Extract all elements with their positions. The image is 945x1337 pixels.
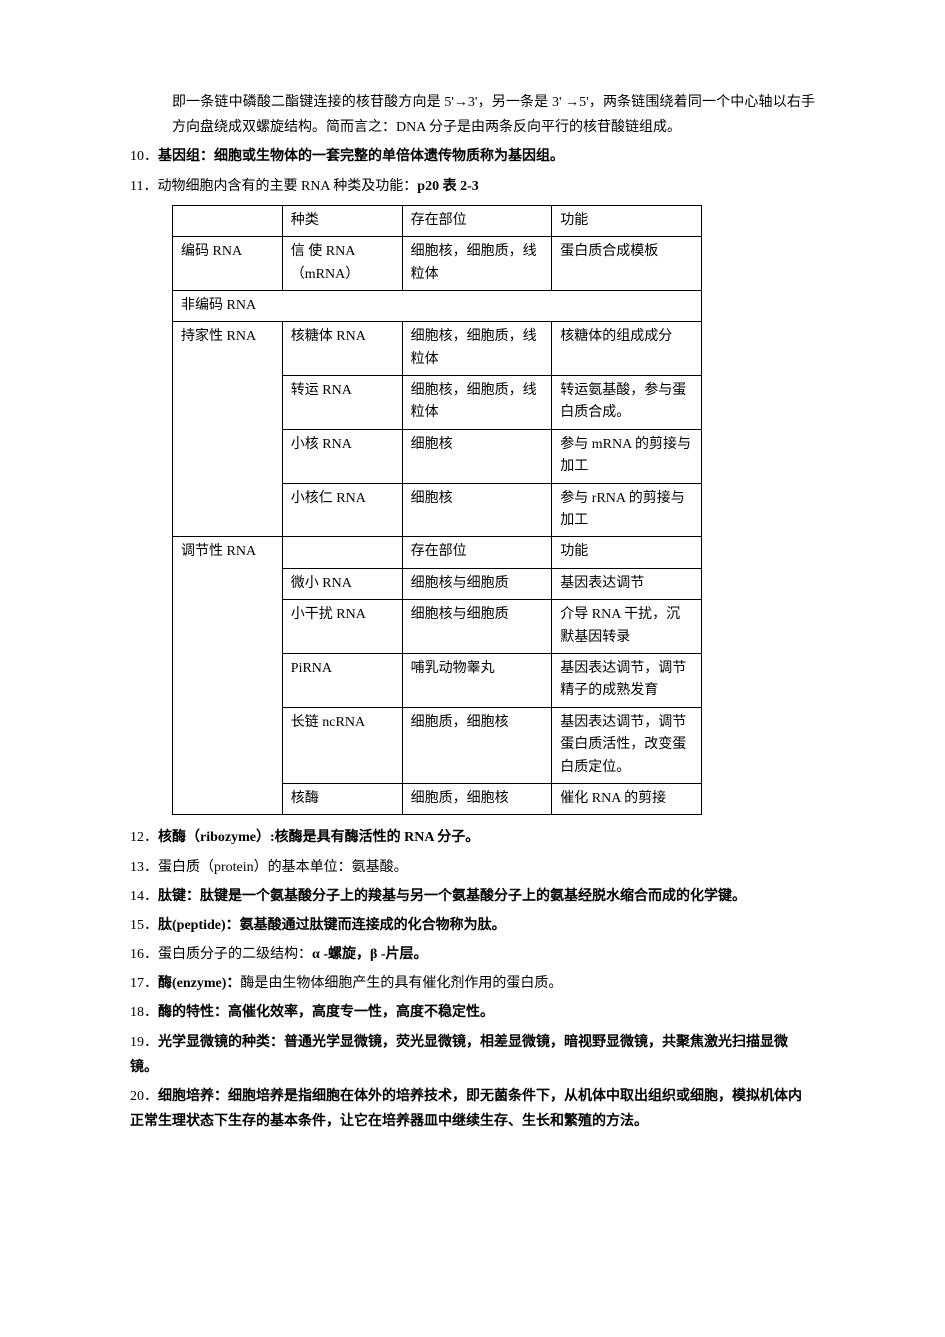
item-18-num: 18． [130,1000,158,1025]
cell-c4: 参与 rRNA 的剪接与加工 [552,483,702,537]
cell-c3: 哺乳动物睾丸 [402,654,552,708]
item-17-num: 17． [130,971,158,996]
cell-c4: 参与 mRNA 的剪接与加工 [552,429,702,483]
cell-c3: 细胞核，细胞质，线粒体 [402,322,552,376]
cell-c2: 微小 RNA [282,568,402,599]
item-14-text: 肽键是一个氨基酸分子上的羧基与另一个氨基酸分子上的氨基经脱水缩合而成的化学键。 [200,889,746,904]
cell-c4: 催化 RNA 的剪接 [552,783,702,814]
item-15-label: 肽(peptide)： [158,918,240,933]
cell-c2: 小核仁 RNA [282,483,402,537]
cell-c2: 信 使 RNA（mRNA） [282,237,402,291]
cell-c3: 细胞核与细胞质 [402,600,552,654]
cell-c2: 转运 RNA [282,376,402,430]
cell-c2: 长链 ncRNA [282,707,402,783]
item-14-label: 肽键： [158,889,200,904]
item-16: 16．蛋白质分子的二级结构：α -螺旋，β -片层。 [130,942,815,967]
cell-c4: 核糖体的组成成分 [552,322,702,376]
cell-c4: 基因表达调节，调节蛋白质活性，改变蛋白质定位。 [552,707,702,783]
cell-c2: 小干扰 RNA [282,600,402,654]
item-14-num: 14． [130,884,158,909]
item-19-label: 光学显微镜的种类： [158,1035,284,1050]
cell-c2: 核酶 [282,783,402,814]
item-11-text: 动物细胞内含有的主要 RNA 种类及功能： [157,179,417,194]
item-14: 14．肽键：肽键是一个氨基酸分子上的羧基与另一个氨基酸分子上的氨基经脱水缩合而成… [130,884,815,909]
header-c2: 种类 [282,205,402,236]
cell-c4: 蛋白质合成模板 [552,237,702,291]
cell-c3: 细胞核 [402,483,552,537]
cell-c4: 功能 [552,537,702,568]
item-17: 17．酶(enzyme)：酶是由生物体细胞产生的具有催化剂作用的蛋白质。 [130,971,815,996]
item-12-num: 12． [130,825,158,850]
intro-paragraph: 即一条链中磷酸二酯键连接的核苷酸方向是 5'→3'，另一条是 3' →5'，两条… [130,90,815,140]
item-11: 11．动物细胞内含有的主要 RNA 种类及功能：p20 表 2-3 [130,174,815,199]
cell-c4: 基因表达调节，调节精子的成熟发育 [552,654,702,708]
item-19: 19．光学显微镜的种类：普通光学显微镜，荧光显微镜，相差显微镜，暗视野显微镜，共… [130,1030,815,1080]
cell-c3: 存在部位 [402,537,552,568]
table-row-section: 非编码 RNA [173,290,702,321]
cell-c3: 细胞质，细胞核 [402,783,552,814]
cell-section: 非编码 RNA [173,290,702,321]
item-11-num: 11． [130,174,157,199]
item-16-text: 蛋白质分子的二级结构： [158,947,312,962]
item-15-num: 15． [130,913,158,938]
item-18-text: 高催化效率，高度专一性，高度不稳定性。 [228,1005,494,1020]
cell-c3: 细胞核，细胞质，线粒体 [402,376,552,430]
item-12-label: 核酶（ribozyme）: [158,830,275,845]
cell-c1: 持家性 RNA [173,322,283,537]
item-16-bold: α -螺旋，β -片层。 [312,947,428,962]
item-17-text: 酶是由生物体细胞产生的具有催化剂作用的蛋白质。 [240,976,562,991]
item-18-label: 酶的特性： [158,1005,228,1020]
cell-c4: 介导 RNA 干扰，沉默基因转录 [552,600,702,654]
item-16-num: 16． [130,942,158,967]
item-20-num: 20． [130,1084,158,1109]
cell-c1: 编码 RNA [173,237,283,291]
cell-c4: 基因表达调节 [552,568,702,599]
item-13-text: 蛋白质（protein）的基本单位：氨基酸。 [158,860,408,875]
item-20: 20．细胞培养：细胞培养是指细胞在体外的培养技术，即无菌条件下，从机体中取出组织… [130,1084,815,1134]
item-18: 18．酶的特性：高催化效率，高度专一性，高度不稳定性。 [130,1000,815,1025]
table-row: 持家性 RNA 核糖体 RNA 细胞核，细胞质，线粒体 核糖体的组成成分 [173,322,702,376]
cell-c2: 核糖体 RNA [282,322,402,376]
item-13: 13．蛋白质（protein）的基本单位：氨基酸。 [130,855,815,880]
item-15-text: 氨基酸通过肽键而连接成的化合物称为肽。 [240,918,506,933]
item-19-num: 19． [130,1030,158,1055]
item-20-text: 细胞培养是指细胞在体外的培养技术，即无菌条件下，从机体中取出组织或细胞，模拟机体… [130,1089,802,1129]
item-20-label: 细胞培养： [158,1089,228,1104]
table-row: 调节性 RNA 存在部位 功能 [173,537,702,568]
header-c4: 功能 [552,205,702,236]
cell-c2: PiRNA [282,654,402,708]
cell-c3: 细胞质，细胞核 [402,707,552,783]
header-c1 [173,205,283,236]
cell-c4: 转运氨基酸，参与蛋白质合成。 [552,376,702,430]
item-11-ref: p20 表 2-3 [417,179,478,194]
cell-c3: 细胞核与细胞质 [402,568,552,599]
item-15: 15．肽(peptide)：氨基酸通过肽键而连接成的化合物称为肽。 [130,913,815,938]
item-12-text: 核酶是具有酶活性的 RNA 分子。 [275,830,480,845]
item-10-num: 10． [130,144,158,169]
item-12: 12．核酶（ribozyme）:核酶是具有酶活性的 RNA 分子。 [130,825,815,850]
item-10-label: 基因组： [158,149,214,164]
table-header-row: 种类 存在部位 功能 [173,205,702,236]
item-10-text: 细胞或生物体的一套完整的单倍体遗传物质称为基因组。 [214,149,564,164]
cell-c3: 细胞核 [402,429,552,483]
header-c3: 存在部位 [402,205,552,236]
rna-table: 种类 存在部位 功能 编码 RNA 信 使 RNA（mRNA） 细胞核，细胞质，… [172,205,702,816]
cell-c3: 细胞核，细胞质，线粒体 [402,237,552,291]
cell-c2: 小核 RNA [282,429,402,483]
item-17-label: 酶(enzyme)： [158,976,240,991]
cell-c2 [282,537,402,568]
cell-c1: 调节性 RNA [173,537,283,815]
item-10: 10．基因组：细胞或生物体的一套完整的单倍体遗传物质称为基因组。 [130,144,815,169]
item-13-num: 13． [130,855,158,880]
table-row: 编码 RNA 信 使 RNA（mRNA） 细胞核，细胞质，线粒体 蛋白质合成模板 [173,237,702,291]
